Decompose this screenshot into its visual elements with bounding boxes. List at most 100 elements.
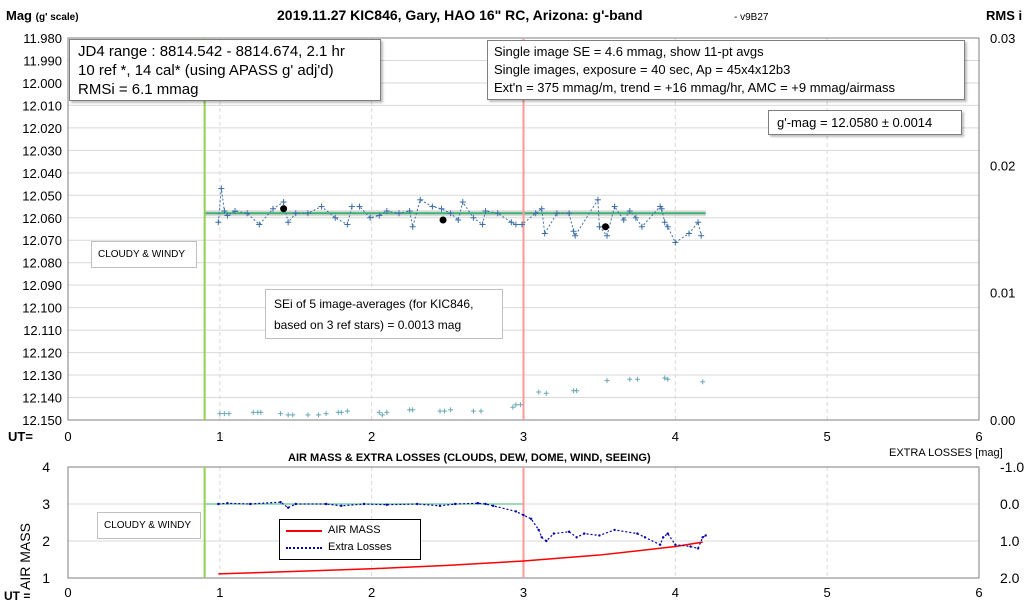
target-star-point (383, 208, 390, 215)
main-right-axis-label: RMS i (986, 8, 1022, 23)
main-y-tick-label: 12.060 (22, 211, 62, 226)
target-star-point (256, 221, 263, 228)
target-star-point (482, 208, 489, 215)
lower-right-tick-label: 1.0 (1000, 533, 1020, 549)
extra-losses-point (438, 504, 442, 508)
target-star-point (572, 232, 579, 239)
extra-losses-line (218, 501, 707, 550)
target-star-point (661, 219, 668, 226)
rms-point (384, 409, 390, 415)
rms-point (478, 408, 484, 414)
main-chart-title: 2019.11.27 KIC846, Gary, HAO 16" RC, Ari… (277, 7, 643, 23)
rms-point (536, 389, 542, 395)
rms-point (258, 409, 264, 415)
target-star-point (632, 214, 639, 221)
rms-point (344, 408, 350, 414)
average-point (280, 205, 288, 213)
extra-losses-point (661, 536, 665, 539)
rms-point (379, 412, 385, 418)
info-right-line-2: Single images, exposure = 40 sec, Ap = 4… (494, 62, 791, 77)
main-y-tick-label: 12.150 (22, 413, 62, 428)
target-star-point (356, 203, 363, 210)
rms-point (634, 376, 640, 382)
cloudy-box-lower: CLOUDY & WINDY (97, 512, 201, 539)
rms-point (278, 411, 284, 417)
target-star-point (395, 210, 402, 217)
main-right-tick-labels: 0.00 0.01 0.02 0.03 (990, 31, 1015, 428)
rms-point (574, 388, 580, 394)
main-y-tick-label: 12.090 (22, 278, 62, 293)
target-star-point (620, 217, 627, 224)
extra-losses-point (704, 534, 707, 537)
target-star-point (244, 210, 251, 217)
rms-point (510, 404, 516, 410)
lower-right-axis-label: EXTRA LOSSES [mag] (889, 447, 1003, 459)
target-star-point (538, 205, 545, 212)
main-y-tick-label: 12.130 (22, 368, 62, 383)
info-right-line-3: Ext'n = 375 mmag/m, trend = +16 mmag/hr,… (494, 80, 895, 95)
lower-y-tick-labels: 1 2 3 4 (42, 459, 50, 586)
target-star-point (658, 205, 665, 212)
sei-line-1: SEi of 5 image-averages (for KIC846, (274, 297, 474, 311)
target-star-point (455, 217, 462, 224)
main-y-tick-label: 12.100 (22, 301, 62, 316)
rms-point (305, 412, 311, 418)
target-star-point (532, 210, 539, 217)
rms-point (604, 378, 610, 384)
target-star-point (596, 223, 603, 230)
target-star-point (348, 203, 355, 210)
extra-losses-point (491, 504, 495, 508)
extra-losses-point (552, 532, 556, 535)
target-star-point (695, 219, 702, 226)
lower-y-tick-label: 4 (42, 459, 50, 475)
target-star-point (566, 210, 573, 217)
target-star-point (447, 210, 454, 217)
info-left-line-2: 10 ref *, 14 cal* (using APASS g' adj'd) (78, 62, 334, 79)
extra-losses-point (701, 536, 704, 539)
sei-line-2: based on 3 ref stars) = 0.0013 mag (274, 318, 462, 332)
legend-label-air-mass: AIR MASS (328, 524, 381, 536)
gmag-text: g'-mag = 12.0580 ± 0.0014 (777, 115, 933, 130)
extra-losses-point (545, 539, 548, 543)
main-chart-version: - v9B27 (734, 12, 769, 23)
main-right-tick-label: 0.01 (990, 286, 1015, 301)
target-star-point (285, 219, 292, 226)
target-star-point (672, 239, 679, 246)
main-data-series (215, 185, 706, 418)
main-y-tick-label: 12.010 (22, 98, 62, 113)
main-reference-lines (203, 38, 706, 420)
extra-losses-point (540, 536, 543, 539)
extra-losses-point (696, 547, 700, 550)
target-star-point (553, 210, 560, 217)
target-star-point (269, 205, 276, 212)
cloudy-text-main: CLOUDY & WINDY (98, 249, 186, 260)
rms-point (513, 402, 519, 408)
extra-losses-point (598, 534, 601, 537)
main-y-tick-label: 11.990 (23, 53, 62, 68)
extra-losses-point (294, 502, 297, 506)
extra-losses-point (484, 502, 487, 506)
main-x-tick-label: 5 (824, 429, 831, 444)
extra-losses-point (583, 532, 586, 535)
main-y-tick-label: 12.070 (22, 233, 62, 248)
target-star-point (638, 223, 645, 230)
target-star-point (479, 221, 486, 228)
main-x-tick-label: 4 (672, 429, 679, 444)
lower-legend: AIR MASS Extra Losses (279, 519, 421, 560)
extra-losses-point (537, 528, 540, 532)
lower-x-tick-label: 6 (975, 585, 982, 600)
main-y-axis-label-scale: (g' scale) (36, 12, 79, 23)
main-y-tick-labels: 11.980 11.990 12.000 12.010 12.020 12.030 12.0… (22, 31, 62, 428)
main-right-tick-label: 0.03 (990, 31, 1015, 46)
extra-losses-point (567, 530, 571, 533)
main-x-tick-label: 2 (368, 429, 375, 444)
extra-losses-point (279, 500, 282, 504)
main-y-tick-label: 12.050 (22, 188, 62, 203)
main-y-tick-label: 12.030 (22, 143, 62, 158)
target-star-point (406, 208, 413, 215)
legend-label-extra-losses: Extra Losses (328, 541, 392, 553)
rms-point (700, 379, 706, 385)
lower-data-series (217, 500, 707, 575)
extra-losses-point (674, 543, 677, 546)
target-star-point (218, 185, 225, 192)
